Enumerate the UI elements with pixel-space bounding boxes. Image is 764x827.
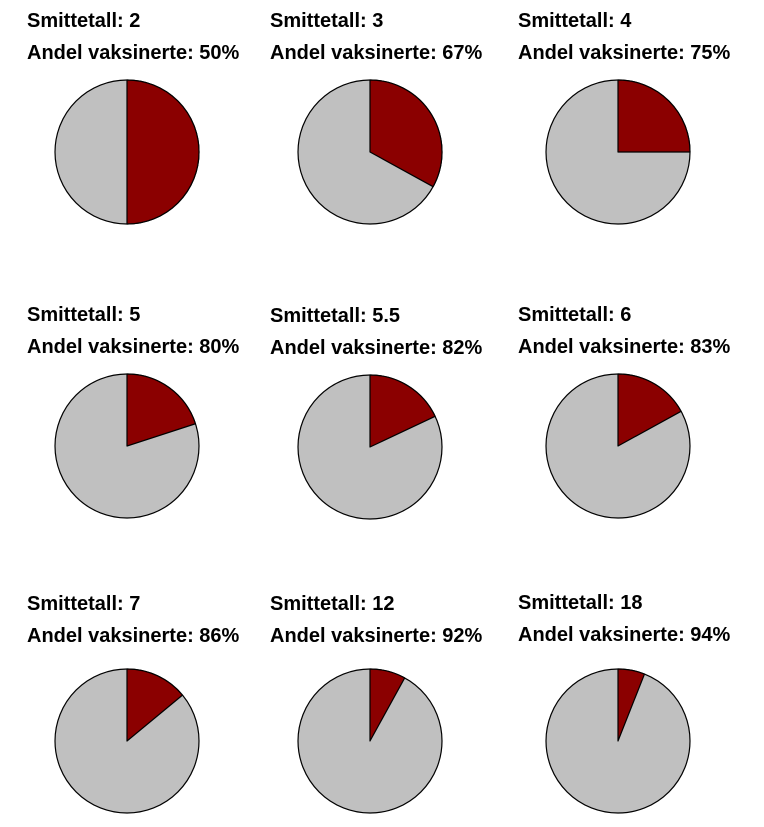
pie-chart: [297, 79, 443, 225]
pie-panel-1: Smittetall: 2 Andel vaksinerte: 50%: [27, 9, 272, 239]
andel-vaksinerte-label: Andel vaksinerte: 82%: [270, 337, 483, 359]
smittetall-label: Smittetall: 2: [27, 10, 141, 32]
smittetall-label: Smittetall: 7: [27, 593, 141, 615]
pie-chart: [545, 79, 691, 225]
smittetall-label: Smittetall: 4: [518, 10, 632, 32]
andel-vaksinerte-label: Andel vaksinerte: 67%: [270, 42, 483, 64]
pie-slice-highlighted: [369, 79, 443, 188]
andel-vaksinerte-label: Andel vaksinerte: 75%: [518, 42, 731, 64]
smittetall-label: Smittetall: 5.5: [270, 305, 401, 327]
pie-slice-highlighted: [126, 373, 197, 447]
pie-slice-highlighted: [369, 668, 406, 742]
pie-chart: [297, 374, 443, 520]
smittetall-label: Smittetall: 3: [270, 10, 384, 32]
pie-slice-highlighted: [369, 374, 436, 448]
pie-panel-9: Smittetall: 18 Andel vaksinerte: 94%: [518, 591, 763, 821]
pie-panel-8: Smittetall: 12 Andel vaksinerte: 92%: [270, 592, 515, 822]
pie-chart: [54, 79, 200, 225]
smittetall-label: Smittetall: 18: [518, 592, 643, 614]
pie-panel-2: Smittetall: 3 Andel vaksinerte: 67%: [270, 9, 515, 239]
andel-vaksinerte-label: Andel vaksinerte: 50%: [27, 42, 240, 64]
andel-vaksinerte-label: Andel vaksinerte: 92%: [270, 625, 483, 647]
pie-slice-highlighted: [126, 79, 200, 225]
pie-slice-highlighted: [617, 373, 682, 447]
pie-chart: [54, 373, 200, 519]
pie-chart: [545, 668, 691, 814]
pie-panel-6: Smittetall: 6 Andel vaksinerte: 83%: [518, 303, 763, 533]
pie-slice-highlighted: [617, 668, 646, 742]
pie-chart: [54, 668, 200, 814]
andel-vaksinerte-label: Andel vaksinerte: 86%: [27, 625, 240, 647]
andel-vaksinerte-label: Andel vaksinerte: 80%: [27, 336, 240, 358]
andel-vaksinerte-label: Andel vaksinerte: 94%: [518, 624, 731, 646]
pie-slice-highlighted: [126, 668, 184, 742]
pie-panel-5: Smittetall: 5.5 Andel vaksinerte: 82%: [270, 304, 515, 534]
pie-chart: [297, 668, 443, 814]
andel-vaksinerte-label: Andel vaksinerte: 83%: [518, 336, 731, 358]
smittetall-label: Smittetall: 6: [518, 304, 632, 326]
smittetall-label: Smittetall: 5: [27, 304, 141, 326]
pie-panel-3: Smittetall: 4 Andel vaksinerte: 75%: [518, 9, 763, 239]
pie-panel-7: Smittetall: 7 Andel vaksinerte: 86%: [27, 592, 272, 822]
smittetall-label: Smittetall: 12: [270, 593, 395, 615]
pie-panel-4: Smittetall: 5 Andel vaksinerte: 80%: [27, 303, 272, 533]
pie-slice-highlighted: [617, 79, 691, 153]
pie-chart: [545, 373, 691, 519]
